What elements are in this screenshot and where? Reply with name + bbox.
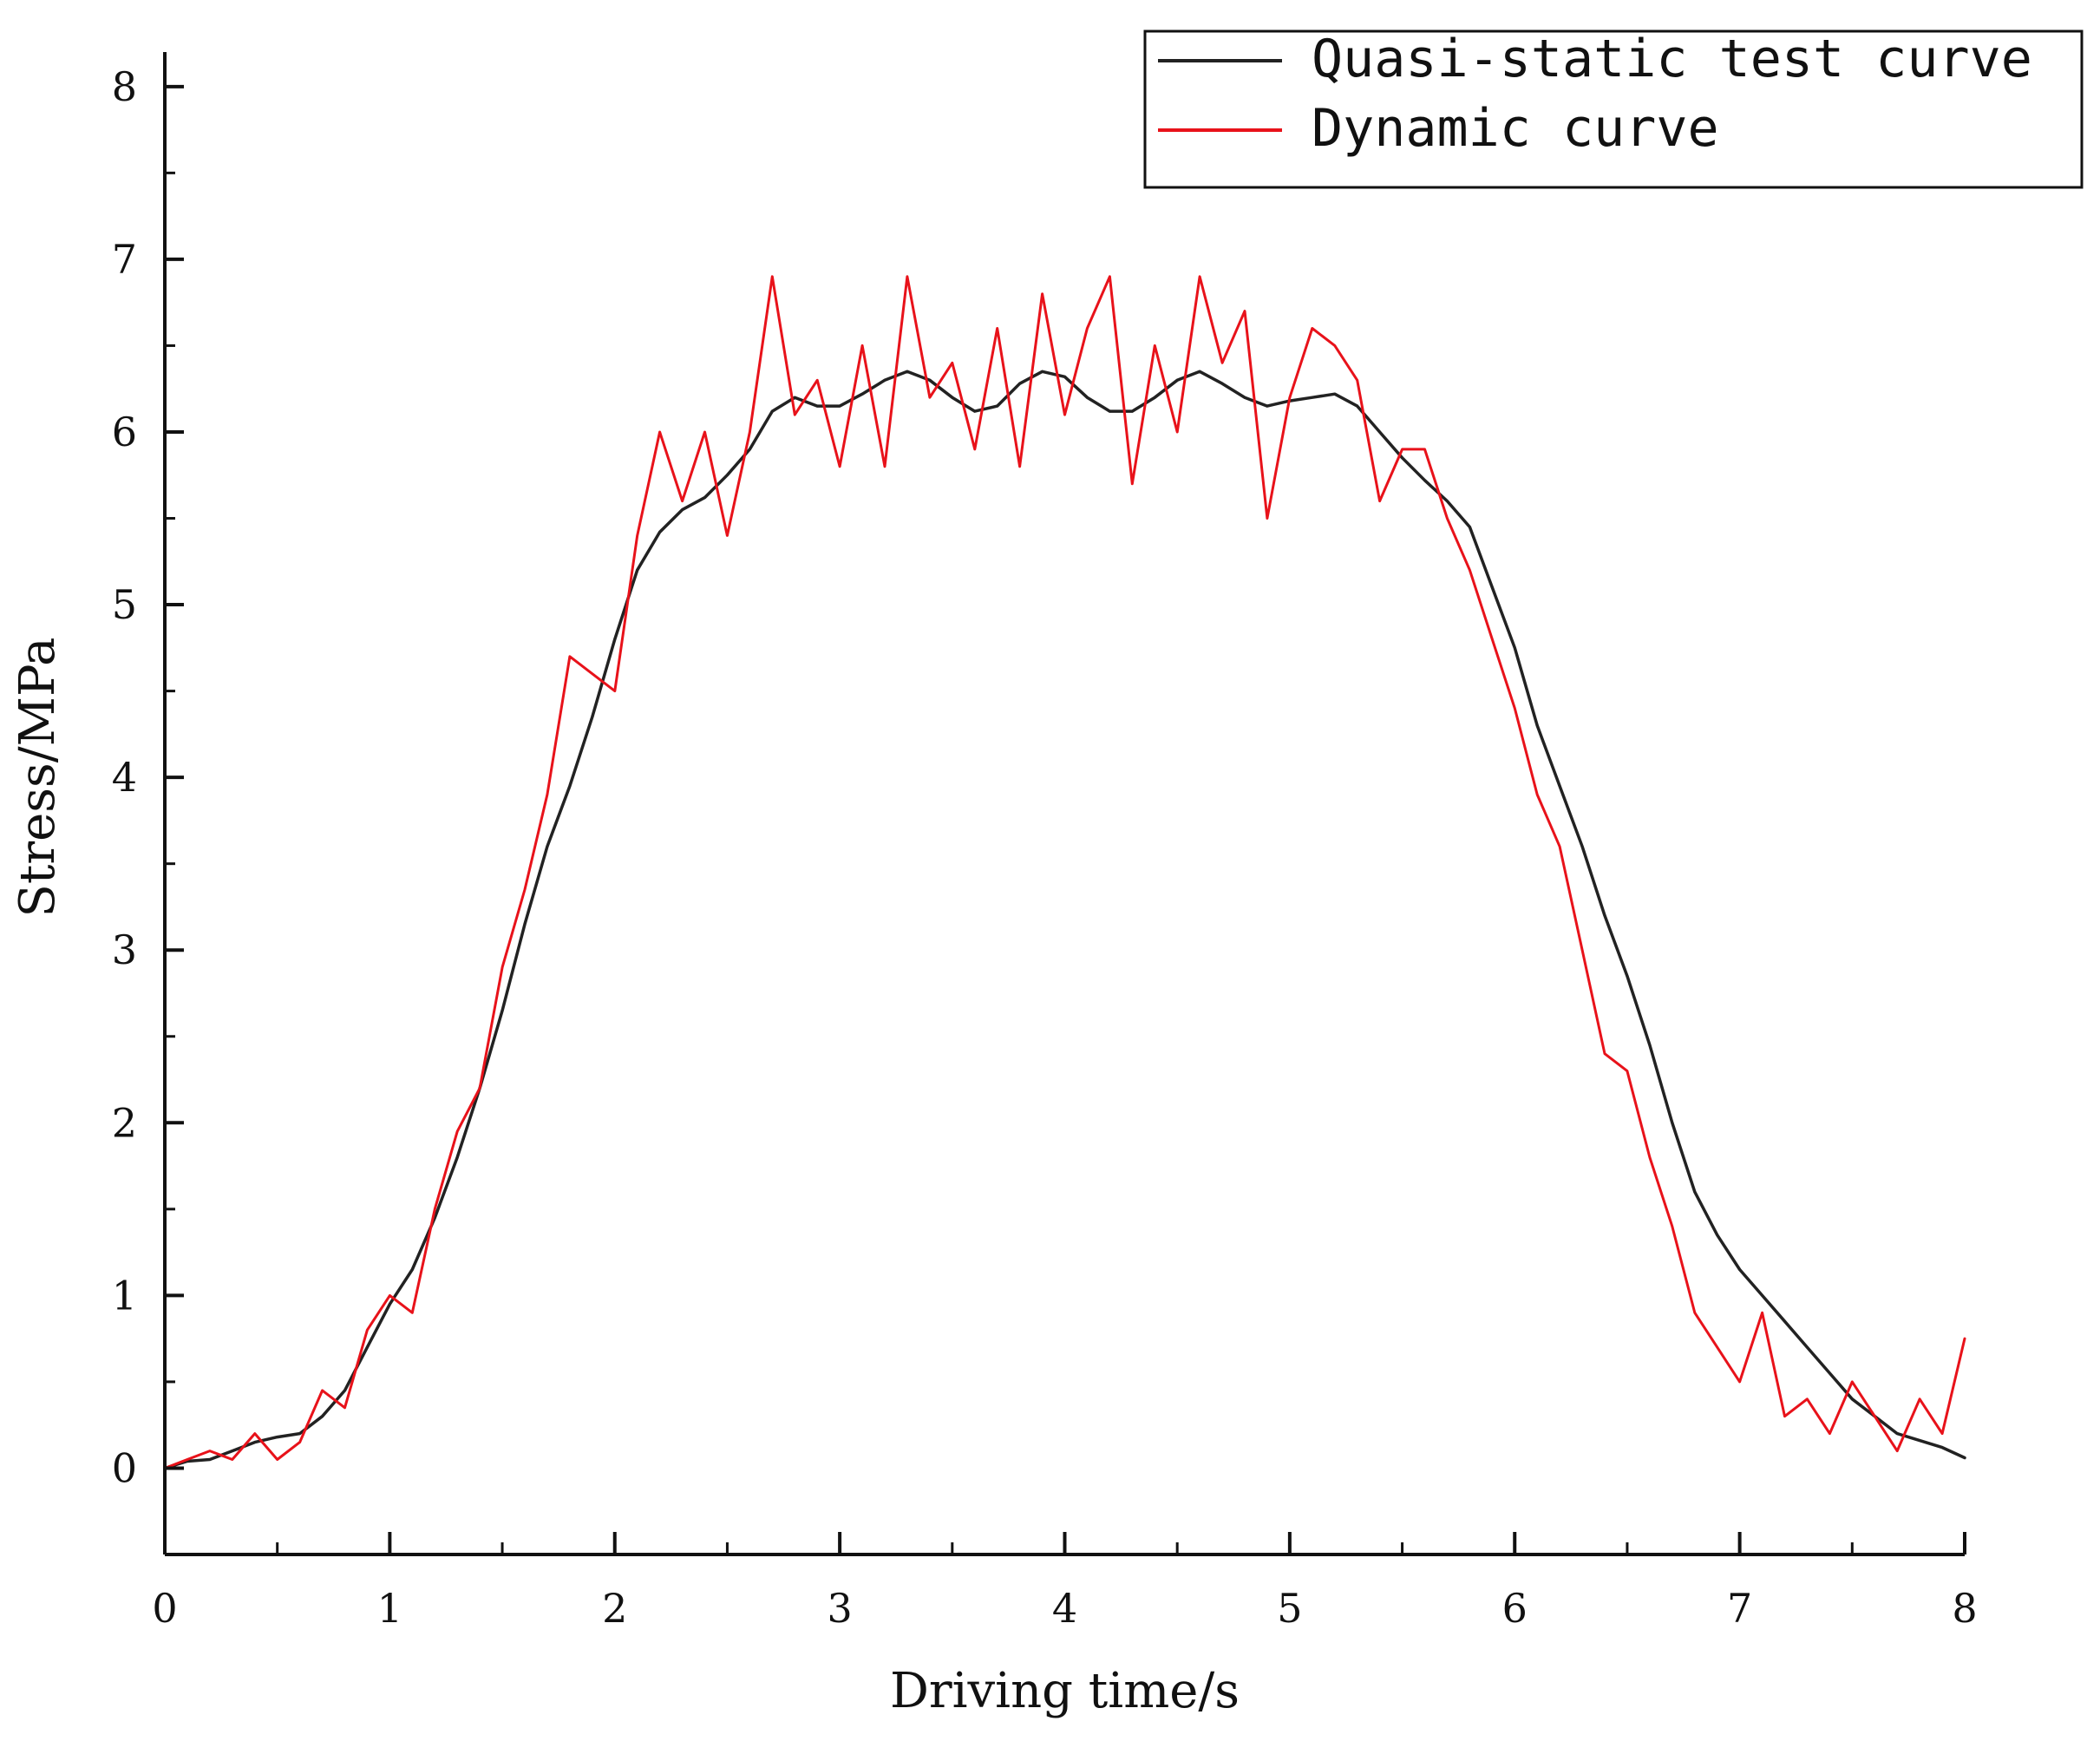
y-tick-label: 1 bbox=[112, 1272, 137, 1319]
x-tick-label: 0 bbox=[152, 1585, 177, 1632]
x-tick-label: 8 bbox=[1952, 1585, 1977, 1632]
dynamic-curve bbox=[163, 275, 1966, 1469]
y-tick-label: 2 bbox=[112, 1099, 137, 1146]
y-tick-label: 0 bbox=[112, 1444, 137, 1491]
y-axis-title: Stress/MPa bbox=[10, 637, 66, 917]
quasi-static-curve bbox=[163, 370, 1966, 1470]
y-tick-label: 3 bbox=[112, 926, 137, 973]
legend-label-dynamic: Dynamic curve bbox=[1312, 98, 1719, 159]
y-axis-ticks: 0 1 2 3 4 5 6 7 8 bbox=[112, 63, 184, 1491]
legend: Quasi-static test curve Dynamic curve bbox=[1143, 29, 2084, 189]
legend-label-quasi-static: Quasi-static test curve bbox=[1312, 29, 2032, 89]
x-tick-label: 6 bbox=[1502, 1585, 1528, 1632]
x-axis-ticks: 0 1 2 3 4 5 6 7 8 bbox=[152, 1532, 1978, 1632]
y-tick-label: 7 bbox=[112, 236, 137, 283]
y-tick-label: 4 bbox=[112, 754, 137, 801]
y-tick-label: 6 bbox=[112, 409, 137, 455]
x-tick-label: 5 bbox=[1277, 1585, 1302, 1632]
x-tick-label: 2 bbox=[602, 1585, 627, 1632]
legend-box bbox=[1143, 29, 2084, 189]
x-tick-label: 1 bbox=[377, 1585, 402, 1632]
plot-area bbox=[163, 275, 1966, 1470]
x-tick-label: 3 bbox=[827, 1585, 852, 1632]
x-tick-label: 4 bbox=[1052, 1585, 1077, 1632]
x-tick-label: 7 bbox=[1727, 1585, 1752, 1632]
y-tick-label: 5 bbox=[112, 581, 137, 628]
x-axis-title: Driving time/s bbox=[890, 1663, 1240, 1719]
y-tick-label: 8 bbox=[112, 63, 137, 110]
axes: 0 1 2 3 4 5 6 7 8 0 1 2 3 4 5 6 7 8 Driving time/s Stres… bbox=[10, 52, 1978, 1719]
